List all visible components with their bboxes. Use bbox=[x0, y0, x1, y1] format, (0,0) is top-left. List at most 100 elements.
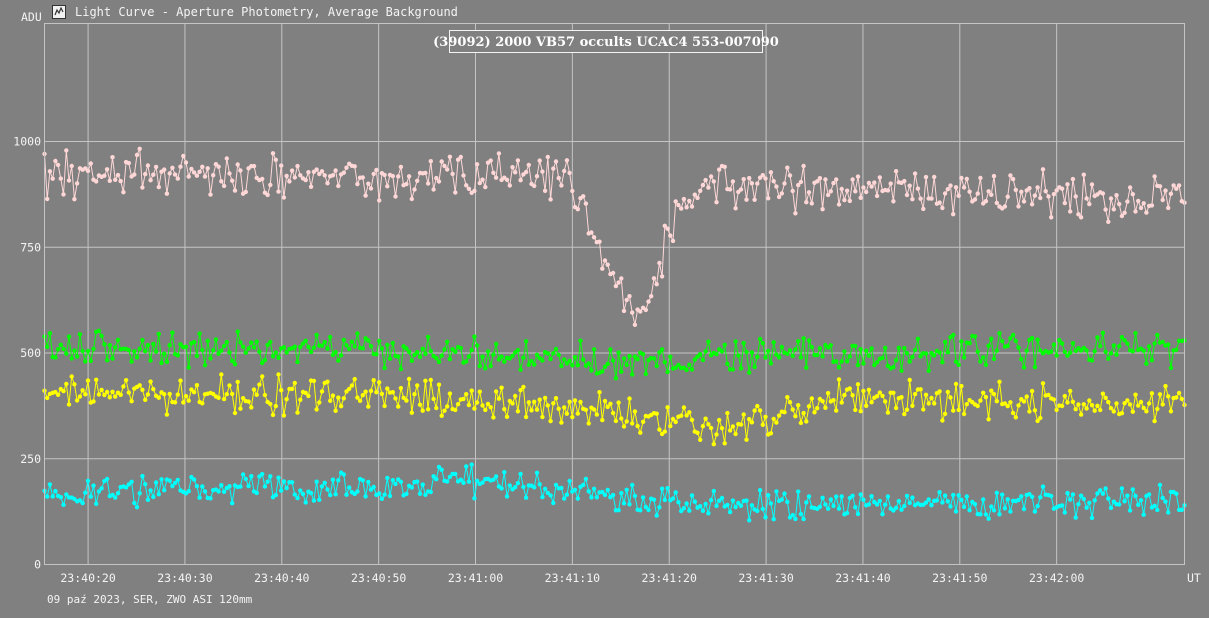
series-2-point bbox=[518, 367, 523, 372]
series-2-point bbox=[581, 357, 586, 362]
series-4-point bbox=[632, 493, 638, 499]
series-4-point bbox=[817, 504, 823, 509]
series-3-point bbox=[1130, 409, 1136, 414]
series-3-point bbox=[831, 398, 836, 403]
series-1-point bbox=[439, 159, 444, 164]
series-4-point bbox=[1163, 499, 1168, 504]
series-3-point bbox=[162, 392, 167, 397]
series-2-point bbox=[880, 355, 885, 361]
series-1-point bbox=[1114, 193, 1119, 198]
series-4-point bbox=[515, 481, 521, 486]
series-4-point bbox=[172, 480, 178, 486]
series-2-point bbox=[341, 337, 346, 343]
series-4-point bbox=[801, 516, 806, 522]
series-1-point bbox=[1152, 174, 1157, 179]
series-3-point bbox=[534, 407, 540, 412]
series-2-point bbox=[1065, 353, 1070, 358]
series-4-point bbox=[469, 462, 474, 467]
series-3-point bbox=[801, 410, 806, 416]
series-1-point bbox=[564, 158, 570, 163]
series-4-point bbox=[132, 500, 137, 506]
series-3-point bbox=[570, 414, 575, 420]
series-3-point bbox=[1149, 391, 1155, 396]
series-3-point bbox=[640, 419, 646, 424]
series-1-point bbox=[1002, 204, 1008, 209]
x-tick-label: 23:41:50 bbox=[932, 571, 987, 585]
series-2-point bbox=[417, 354, 423, 360]
series-2-point bbox=[314, 332, 319, 338]
series-1-point bbox=[197, 169, 202, 174]
light-curve-app-icon[interactable] bbox=[52, 5, 66, 19]
series-4-point bbox=[681, 506, 687, 511]
series-3-point bbox=[183, 394, 189, 399]
series-4-point bbox=[1065, 490, 1070, 496]
series-1-point bbox=[466, 186, 472, 191]
series-2-point bbox=[238, 340, 243, 345]
series-2-point bbox=[521, 355, 526, 360]
series-2-point bbox=[937, 350, 942, 355]
series-4-point bbox=[96, 489, 102, 494]
series-3-point bbox=[1051, 397, 1057, 402]
series-2-point bbox=[730, 367, 736, 372]
series-3-point bbox=[853, 407, 858, 413]
series-2-point bbox=[654, 363, 659, 369]
series-2-point bbox=[298, 344, 303, 350]
series-1-point bbox=[273, 157, 278, 162]
series-2-point bbox=[725, 361, 730, 366]
series-3-point bbox=[276, 372, 281, 377]
series-4-point bbox=[330, 477, 336, 482]
series-3-point bbox=[883, 399, 888, 404]
series-1-point bbox=[1163, 188, 1168, 193]
series-1-point bbox=[1062, 200, 1068, 206]
series-3-point bbox=[997, 379, 1002, 384]
series-3-point bbox=[1133, 392, 1138, 397]
series-3-point bbox=[632, 409, 638, 414]
series-1-point bbox=[148, 178, 153, 183]
series-1-point bbox=[445, 167, 450, 172]
series-1-point bbox=[425, 181, 431, 186]
series-2-point bbox=[496, 357, 502, 362]
series-2-point bbox=[534, 352, 540, 357]
series-3-point bbox=[548, 418, 553, 424]
series-3-point bbox=[121, 384, 126, 389]
series-4-point bbox=[994, 490, 999, 495]
series-4-point bbox=[760, 506, 765, 512]
series-4-point bbox=[464, 464, 469, 469]
series-1-point bbox=[711, 179, 716, 184]
series-4-point bbox=[50, 494, 55, 499]
series-2-point bbox=[178, 342, 183, 347]
series-1-point bbox=[793, 211, 798, 216]
series-2-point bbox=[864, 348, 869, 353]
series-4-point bbox=[243, 476, 248, 482]
series-1-point bbox=[1100, 191, 1106, 196]
series-3-point bbox=[575, 411, 580, 416]
series-2-point bbox=[113, 345, 118, 350]
series-4-point bbox=[586, 489, 591, 494]
series-3-point bbox=[333, 408, 338, 413]
series-1-point bbox=[733, 206, 738, 211]
series-1-point bbox=[953, 185, 959, 190]
series-3-point bbox=[415, 383, 420, 388]
series-1-point bbox=[659, 274, 665, 279]
series-1-point bbox=[967, 189, 972, 194]
series-1-point bbox=[1013, 187, 1018, 193]
series-3-point bbox=[790, 407, 795, 412]
series-3-point bbox=[681, 405, 687, 410]
series-4-point bbox=[714, 503, 719, 509]
series-1-point bbox=[698, 188, 703, 193]
series-1-point bbox=[747, 175, 752, 181]
series-4-point bbox=[341, 472, 346, 477]
series-1-point bbox=[474, 162, 480, 167]
series-1-point bbox=[643, 307, 648, 313]
series-2-point bbox=[932, 353, 937, 358]
series-2-point bbox=[719, 349, 725, 354]
series-3-point bbox=[355, 395, 360, 400]
series-1-point bbox=[442, 163, 447, 169]
series-1-point bbox=[994, 200, 999, 206]
series-1-point bbox=[113, 177, 118, 182]
series-4-line bbox=[44, 464, 1185, 521]
series-1-point bbox=[839, 186, 844, 192]
series-4-point bbox=[1081, 496, 1087, 502]
series-2-point bbox=[355, 331, 360, 336]
series-1-point bbox=[368, 186, 374, 191]
